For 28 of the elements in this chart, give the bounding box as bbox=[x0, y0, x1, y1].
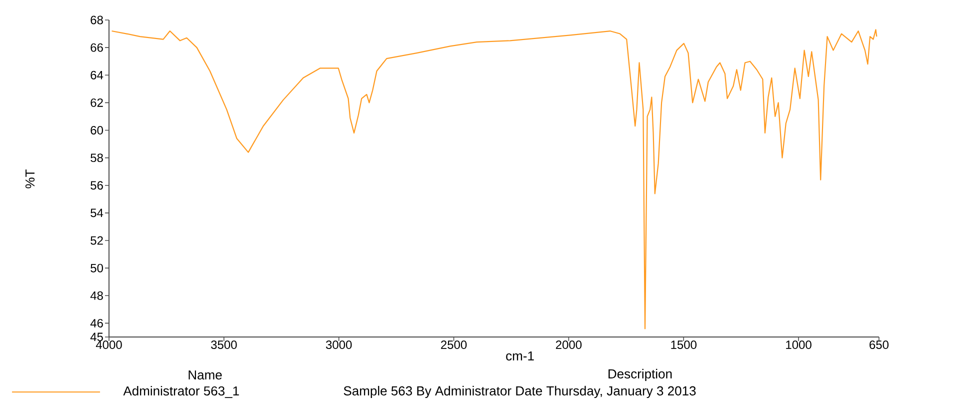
x-tick-label: 650 bbox=[870, 340, 889, 350]
text: Administrator 563_1 bbox=[123, 386, 239, 398]
x-tick-label: 2500 bbox=[441, 340, 467, 350]
y-tick-label: 64 bbox=[90, 70, 104, 80]
x-tick-label: 4000 bbox=[96, 340, 122, 350]
x-tick-label: 3000 bbox=[326, 340, 352, 350]
y-tick-label: 54 bbox=[90, 208, 104, 218]
y-tick-label: 68 bbox=[90, 16, 103, 24]
y-tick-label: 58 bbox=[90, 154, 103, 162]
x-tick-label: 1000 bbox=[786, 340, 812, 350]
x-tick-label: 2000 bbox=[556, 340, 582, 350]
text: Sample 563 By Administrator Date Thursday, January 3 2013 bbox=[344, 386, 696, 398]
y-tick-label: 52 bbox=[90, 236, 103, 245]
text: Name bbox=[188, 370, 222, 380]
y-tick-label: 45 bbox=[90, 332, 103, 342]
y-tick-label: 60 bbox=[90, 126, 104, 134]
y-tick-label: 66 bbox=[90, 43, 103, 52]
x-axis-title: cm-1 bbox=[506, 351, 534, 361]
y-tick-label: 48 bbox=[90, 291, 103, 300]
line-series bbox=[111, 29, 878, 330]
x-tick-label: 3500 bbox=[211, 340, 237, 350]
text: Description bbox=[608, 368, 672, 382]
y-tick-label: 56 bbox=[90, 181, 103, 190]
y-tick-label: 46 bbox=[90, 318, 103, 328]
y-tick-label: 62 bbox=[90, 98, 103, 107]
y-axis-title: %T bbox=[25, 170, 35, 188]
y-tick-label: 50 bbox=[90, 264, 104, 272]
x-tick-label: 1500 bbox=[671, 340, 696, 350]
